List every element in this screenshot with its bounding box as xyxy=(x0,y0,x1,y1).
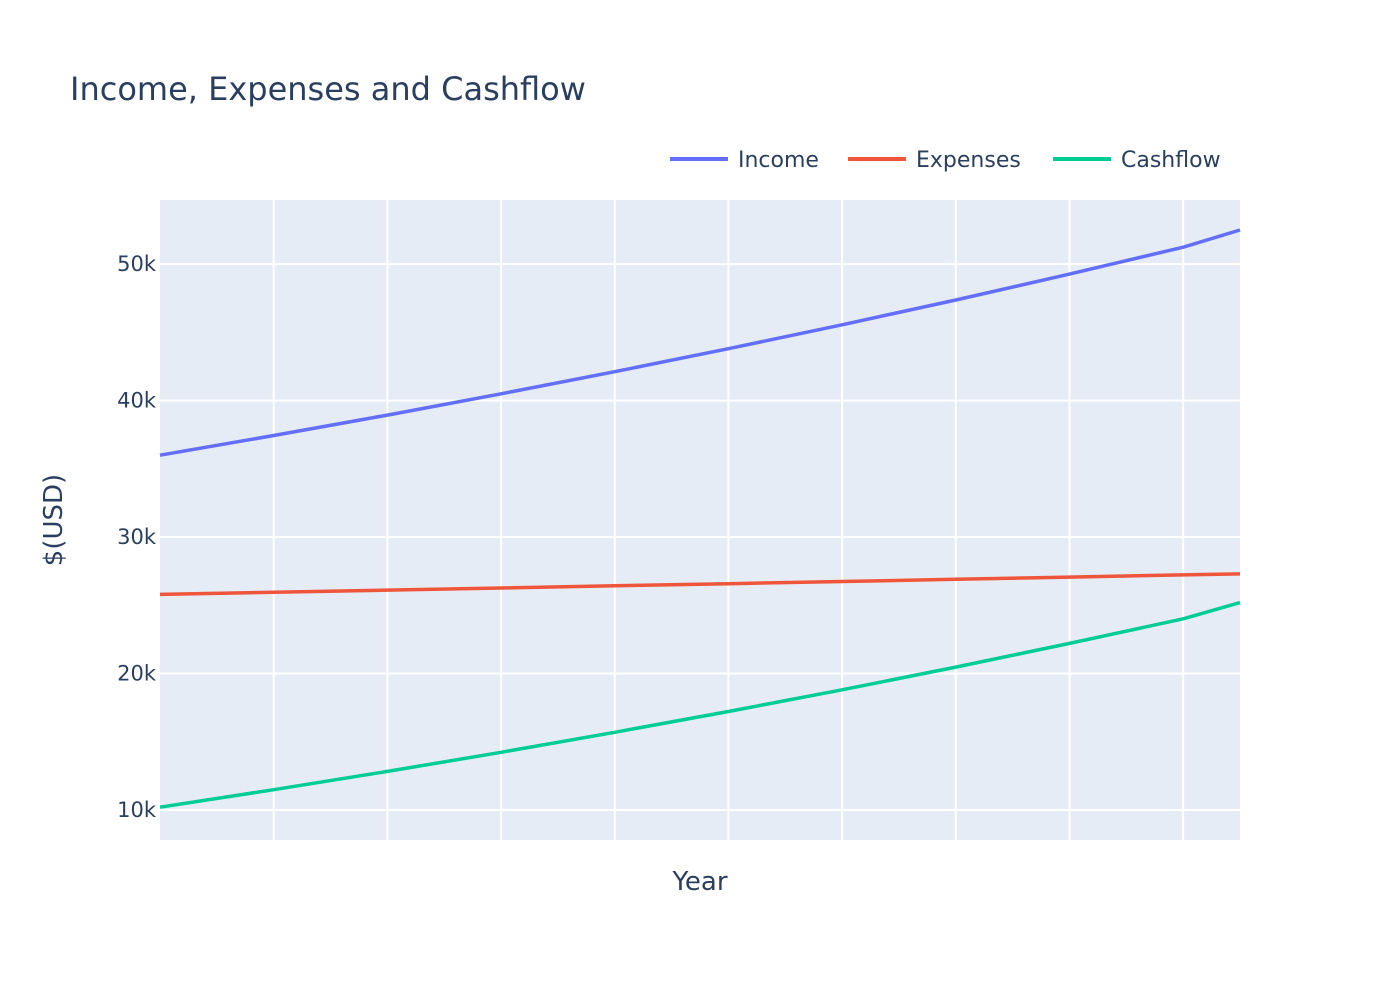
legend-label-cashflow: Cashflow xyxy=(1121,148,1221,173)
series-line-income xyxy=(159,228,1241,457)
y-tick-label: 20k xyxy=(117,662,157,686)
y-tick-label: 50k xyxy=(117,252,157,276)
series-line-cashflow xyxy=(159,600,1241,809)
legend-label-income: Income xyxy=(738,148,819,173)
legend-label-expenses: Expenses xyxy=(916,148,1021,173)
gridlines xyxy=(160,200,1240,840)
y-axis-ticks: 10k 20k 30k 40k 50k xyxy=(117,252,157,822)
plot-area xyxy=(160,200,1240,840)
y-axis-title: $(USD) xyxy=(39,474,69,566)
y-tick-label: 10k xyxy=(117,798,157,822)
x-axis-title: Year xyxy=(671,867,727,897)
y-tick-label: 30k xyxy=(117,525,157,549)
chart-title: Income, Expenses and Cashflow xyxy=(70,70,586,108)
series-lines xyxy=(159,228,1241,809)
series-line-expenses xyxy=(159,572,1241,597)
legend[interactable]: Income Expenses Cashflow xyxy=(670,148,1221,173)
y-tick-label: 40k xyxy=(117,389,157,413)
